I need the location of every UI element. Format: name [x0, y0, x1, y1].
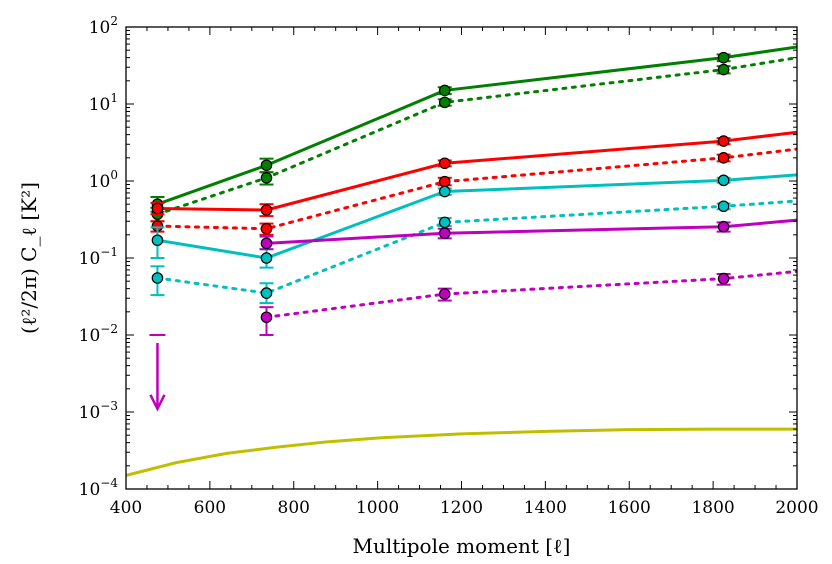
data-point-green-solid [438, 84, 451, 97]
data-point-cyan-dotted [717, 200, 730, 213]
series-line-yellow-solid [126, 427, 797, 477]
x-tick-label: 600 [194, 498, 226, 518]
series-line-cyan-solid [157, 173, 797, 260]
x-tick-label: 400 [110, 498, 142, 518]
data-point-magenta-solid [717, 220, 730, 233]
y-tick-label: 102 [89, 14, 118, 38]
y-tick-exponent: −2 [100, 322, 118, 336]
data-point-magenta-solid [260, 237, 273, 250]
data-point-green-dotted [260, 172, 273, 184]
series-line-green-dotted [155, 56, 797, 216]
data-point-green-solid [717, 51, 730, 64]
y-tick-base: 10 [79, 403, 101, 423]
data-point-cyan-solid [151, 234, 164, 247]
x-tick-label: 1000 [356, 498, 399, 518]
y-tick-exponent: 0 [110, 168, 118, 182]
y-tick-label: 10−4 [79, 476, 119, 500]
x-tick-label: 1200 [440, 498, 483, 518]
data-point-green-dotted [717, 63, 730, 76]
y-tick-label: 10−3 [79, 399, 118, 423]
y-tick-base: 10 [89, 95, 111, 115]
data-point-red-dotted [717, 152, 730, 164]
y-tick-label: 10−1 [79, 245, 118, 269]
x-axis-label: Multipole moment [ℓ] [353, 534, 571, 558]
data-point-cyan-solid [717, 174, 730, 187]
y-tick-base: 10 [79, 480, 101, 500]
upper-limit-arrowhead [149, 394, 166, 412]
plot-frame [125, 26, 798, 490]
data-point-magenta-dotted [260, 311, 273, 324]
x-tick-label: 800 [278, 498, 310, 518]
data-point-magenta-dotted [717, 272, 730, 285]
data-point-magenta-dotted [438, 288, 451, 300]
data-point-red-dotted [260, 222, 273, 235]
series-line-magenta-dotted [264, 269, 797, 319]
y-tick-exponent: 2 [110, 14, 118, 28]
data-point-red-dotted [438, 175, 451, 188]
x-tick-label: 1400 [524, 498, 567, 518]
data-point-magenta-solid [438, 227, 451, 239]
data-point-green-solid [260, 159, 273, 172]
series-line-magenta-solid [266, 218, 797, 245]
data-point-cyan-solid [438, 185, 451, 198]
y-tick-exponent: −4 [100, 476, 118, 490]
series-layer [126, 45, 797, 477]
data-point-cyan-dotted [260, 287, 273, 299]
y-tick-label: 10−2 [79, 322, 118, 346]
data-point-red-solid [438, 157, 451, 170]
y-tick-label: 100 [89, 168, 118, 192]
data-point-cyan-dotted [151, 272, 164, 284]
y-tick-base: 10 [89, 172, 111, 192]
data-point-cyan-solid [260, 252, 273, 264]
data-point-red-solid [151, 202, 164, 215]
data-point-red-solid [717, 135, 730, 147]
y-tick-exponent: −3 [100, 399, 118, 413]
axes-layer: 400 600 800 1000 1200 1400 1600 1800 200010−410−… [79, 14, 819, 518]
x-tick-label: 1600 [608, 498, 651, 518]
y-tick-base: 10 [89, 18, 111, 38]
y-tick-exponent: 1 [110, 91, 118, 105]
y-tick-base: 10 [79, 249, 101, 269]
y-tick-base: 10 [79, 326, 101, 346]
data-point-green-dotted [438, 96, 451, 109]
x-tick-label: 1800 [691, 498, 734, 518]
data-point-cyan-dotted [438, 216, 451, 229]
y-tick-label: 101 [89, 91, 118, 115]
y-axis-label: (ℓ²/2π) C_ℓ [K²] [17, 182, 41, 334]
y-tick-exponent: −1 [100, 245, 118, 259]
x-tick-label: 2000 [775, 498, 818, 518]
data-point-red-solid [260, 204, 273, 216]
